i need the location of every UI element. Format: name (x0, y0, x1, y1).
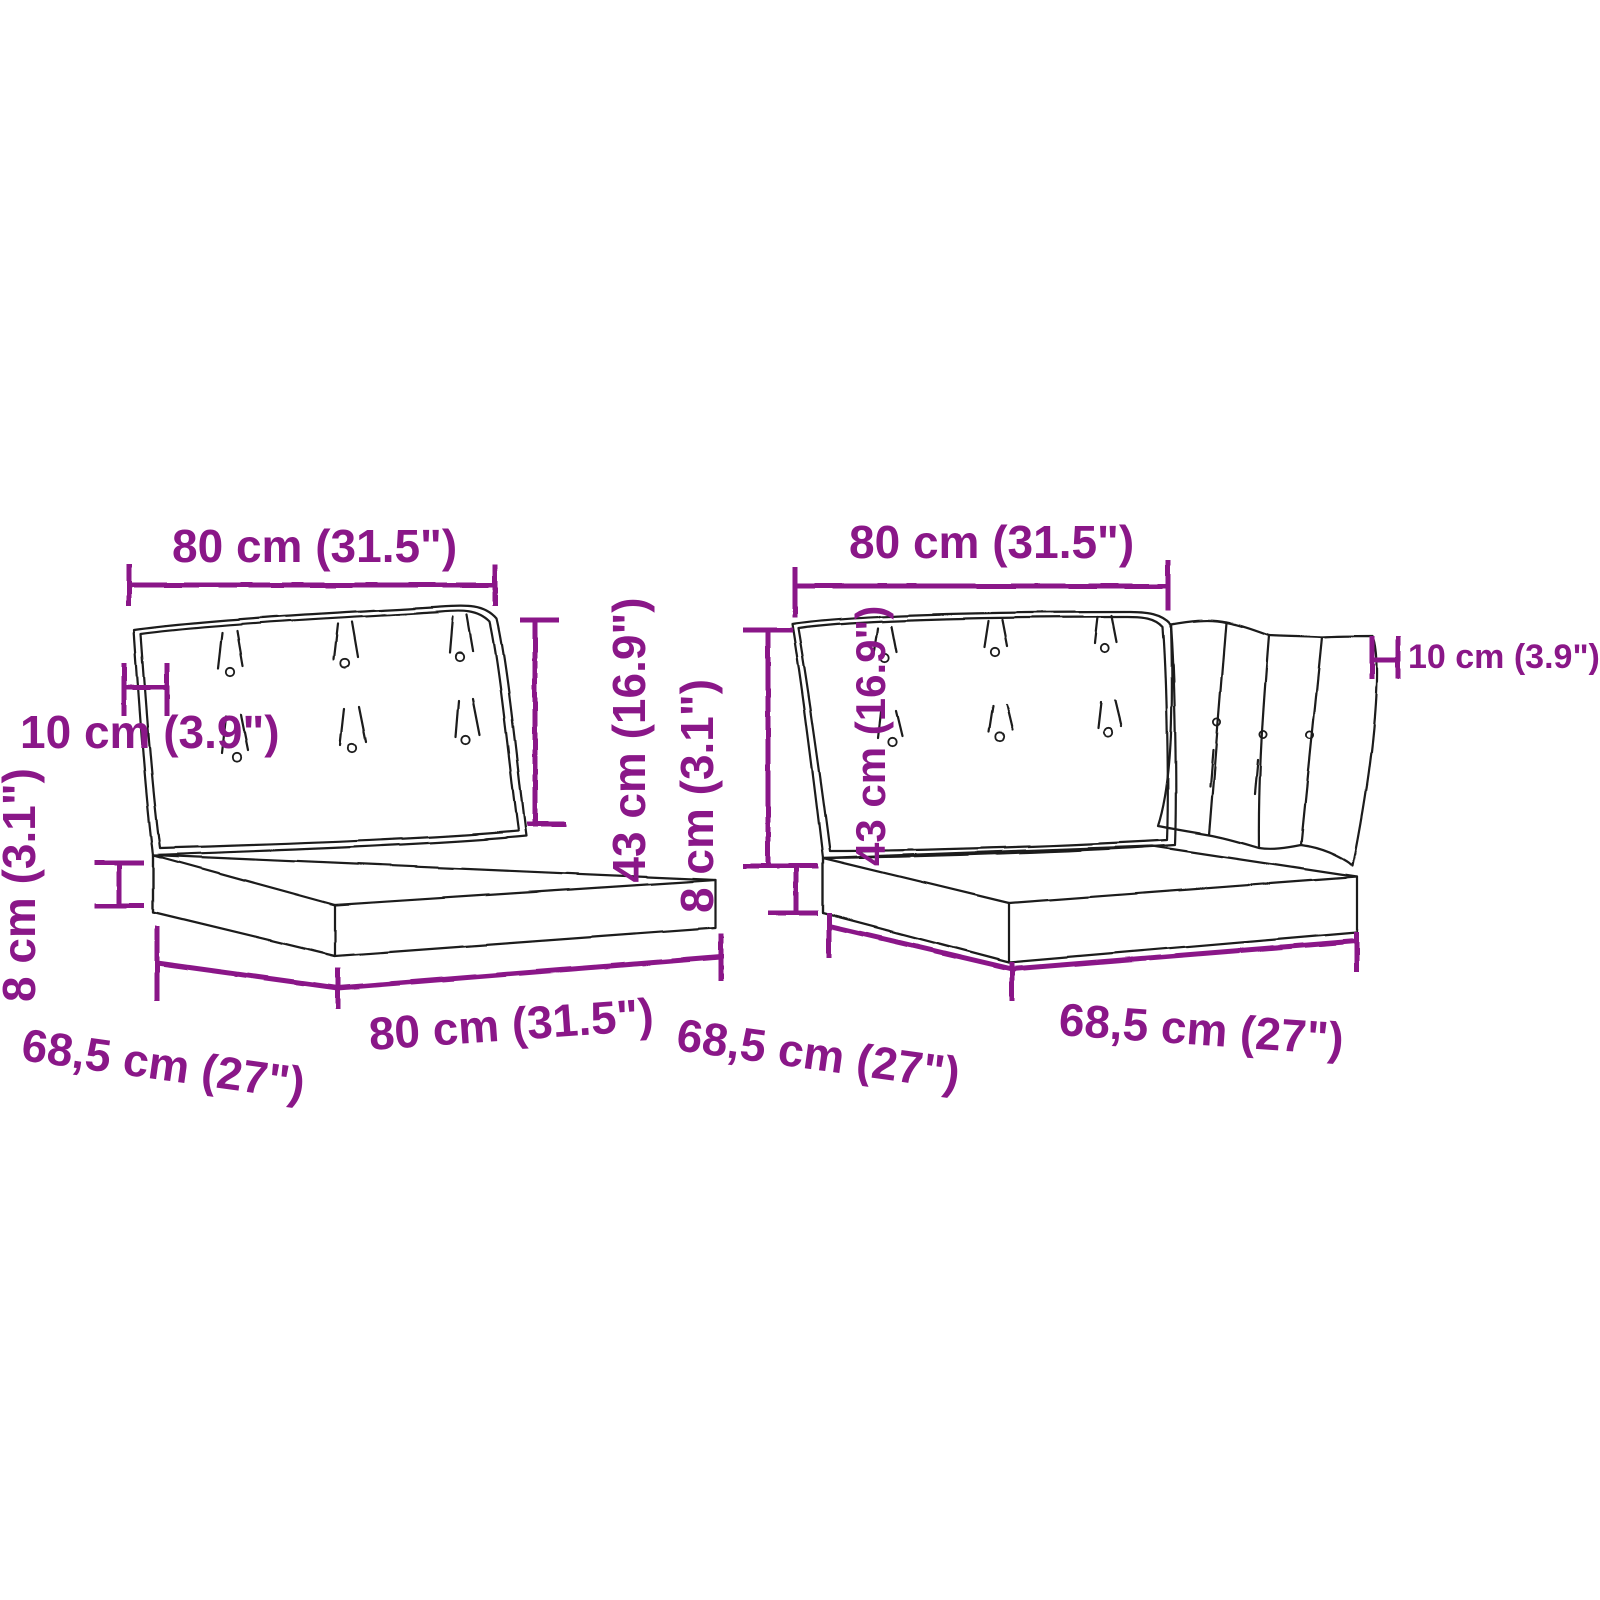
svg-text:80 cm (31.5"): 80 cm (31.5") (172, 520, 457, 572)
svg-text:68,5 cm (27"): 68,5 cm (27") (674, 1008, 964, 1099)
svg-text:68,5 cm (27"): 68,5 cm (27") (1057, 993, 1345, 1065)
svg-text:80 cm (31.5"): 80 cm (31.5") (367, 988, 655, 1060)
svg-text:43 cm (16.9"): 43 cm (16.9") (603, 597, 655, 882)
svg-text:10 cm (3.9"): 10 cm (3.9") (20, 706, 280, 758)
svg-text:8 cm (3.1"): 8 cm (3.1") (671, 679, 723, 913)
svg-text:80 cm (31.5"): 80 cm (31.5") (849, 516, 1134, 568)
svg-text:8 cm (3.1"): 8 cm (3.1") (0, 768, 45, 1002)
svg-text:10 cm (3.9"): 10 cm (3.9") (1408, 638, 1600, 676)
svg-text:43 cm (16.9"): 43 cm (16.9") (847, 606, 894, 866)
svg-text:68,5 cm (27"): 68,5 cm (27") (19, 1018, 309, 1109)
